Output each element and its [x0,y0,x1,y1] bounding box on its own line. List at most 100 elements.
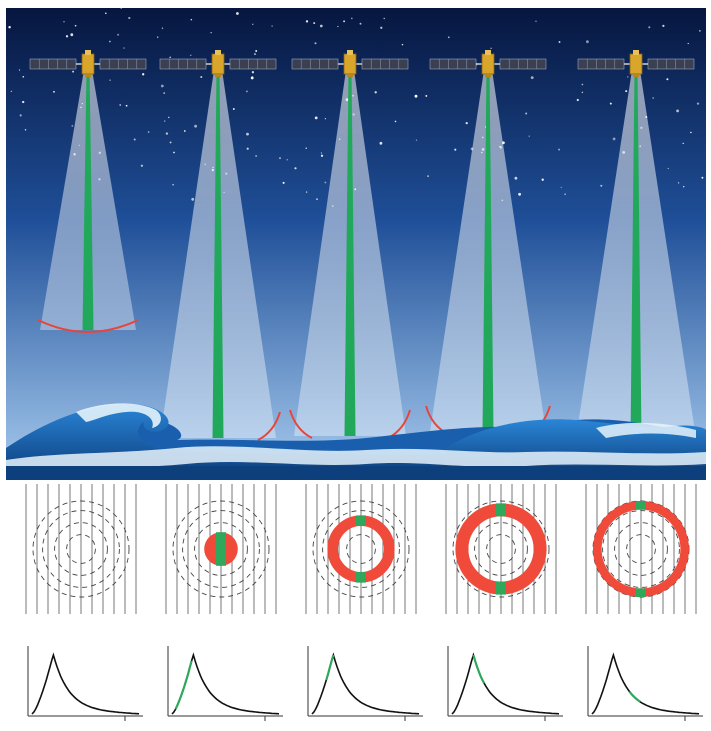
star [282,181,285,184]
dashed-circle [602,510,680,588]
star [662,24,665,27]
nadir-strip-bottom [496,581,506,595]
nadir-strip-top [356,515,366,526]
satellite-antenna [485,50,491,55]
star [699,30,701,32]
star [105,12,107,15]
star [612,137,616,141]
star [194,124,198,128]
beam-5 [576,70,696,438]
star [609,102,612,105]
star [133,138,136,141]
star [558,41,561,43]
foam-left [76,403,161,428]
footprint-arc [37,319,139,333]
nadir-strip-top [496,503,506,517]
star [383,17,385,20]
star [541,178,544,181]
nadir-strip [216,532,226,566]
star [652,97,655,99]
star [255,49,258,53]
ring-panel-5 [585,484,697,614]
star [10,90,13,93]
star [320,152,323,154]
nadir-beam [82,70,94,330]
star [305,20,309,23]
solar-panel-left [29,58,77,70]
star [19,114,22,117]
nadir-strip-bottom [356,572,366,583]
star [324,181,327,184]
waveform-plot-4 [447,646,563,721]
star [286,159,288,161]
star [581,91,584,94]
star [157,36,159,38]
dashed-circle [626,534,656,564]
dashed-circle [486,534,516,564]
satellite-sensor [215,73,221,77]
star [666,78,669,81]
nadir-beam [482,70,494,432]
star [140,164,144,167]
star [200,75,203,79]
star [18,69,21,71]
waveform-plot-3 [307,646,423,721]
satellite-antenna [347,50,353,55]
nadir-beam [344,70,356,436]
star [465,121,468,125]
waveform-curve [451,652,560,715]
star [379,141,383,145]
star [324,118,327,120]
satellite-sensor [347,73,353,77]
dashed-circle [32,500,130,598]
dashed-circle [172,500,270,598]
nadir-strip-top [636,501,646,510]
star [246,132,249,136]
star [22,100,25,104]
waveform-plot-5 [587,646,703,721]
star [678,182,680,184]
footprint-arc-left [289,409,313,439]
star [142,73,145,76]
star [525,112,528,115]
star [190,18,193,21]
star [232,108,235,110]
star [279,157,281,160]
dashed-circle [66,534,96,564]
star [190,54,192,56]
star [343,20,346,23]
star [72,70,75,73]
star [586,40,589,44]
star [125,104,128,107]
dashed-circle [54,522,108,576]
star [169,141,172,144]
solar-panel-right [499,58,547,70]
star [380,26,383,29]
star [120,8,122,9]
nadir-beam [630,70,642,438]
star [251,71,255,74]
star [564,193,566,195]
satellite-altimetry-scene [6,8,706,480]
dashed-circle [42,510,120,588]
star [109,79,111,81]
star [600,184,603,187]
star [560,186,562,188]
satellite-body [211,53,225,75]
star [625,90,628,93]
star [696,102,700,105]
nadir-beam [212,70,224,438]
satellite-sensor [85,73,91,77]
star [128,16,131,20]
star [676,109,679,113]
solar-panel-left [159,58,207,70]
ring-panel-3 [305,484,417,614]
star [648,26,651,29]
satellite-icon [577,50,695,77]
satellite-body [81,53,95,75]
star [160,84,164,88]
star [313,22,316,25]
star [245,90,248,93]
ring-panel-2 [165,484,277,614]
return-waveform-panels [27,646,703,721]
